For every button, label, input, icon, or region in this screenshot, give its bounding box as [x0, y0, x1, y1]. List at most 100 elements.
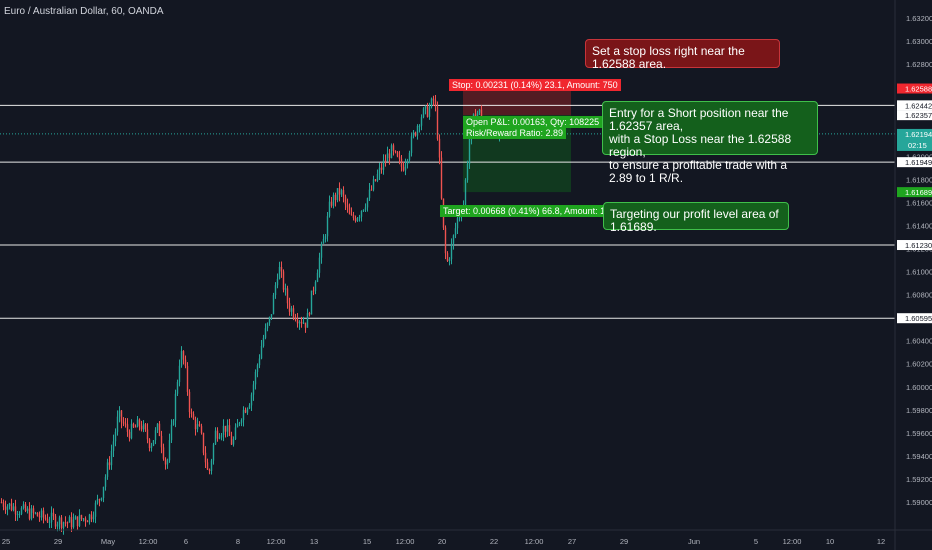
candle-body [406, 160, 409, 165]
candle-body [36, 512, 39, 517]
candle-body [110, 450, 113, 466]
y-tick-label: 1.61600 [906, 198, 932, 207]
candle-body [258, 358, 261, 366]
candle-body [330, 201, 333, 206]
candle-body [240, 419, 243, 423]
y-tick-label: 1.59600 [906, 429, 932, 438]
candle-body [146, 429, 149, 440]
candle-body [160, 435, 163, 448]
candle-body [100, 497, 103, 501]
candle-body [42, 510, 45, 518]
candle-body [364, 207, 367, 210]
candle-body [444, 227, 447, 254]
candle-body [22, 504, 25, 509]
candle-body [2, 502, 5, 507]
candle-body [10, 503, 13, 511]
candle-body [18, 513, 21, 515]
y-tick-label: 1.60800 [906, 291, 932, 300]
candle-body [408, 152, 411, 161]
candle-body [358, 216, 361, 219]
candle-body [334, 194, 337, 201]
candle-body [248, 405, 251, 409]
x-tick-label: May [101, 537, 115, 546]
candle-body [254, 371, 257, 385]
candle-body [136, 419, 139, 428]
candle-body [48, 522, 51, 524]
candle-body [312, 290, 315, 292]
candle-body [40, 510, 43, 518]
candle-body [448, 259, 451, 261]
candle-body [400, 158, 403, 167]
candle-body [194, 419, 197, 430]
candle-body [266, 323, 269, 329]
candle-body [220, 435, 223, 438]
candle-body [252, 384, 255, 395]
level-price-tag [897, 157, 932, 168]
candle-body [60, 517, 63, 528]
candle-body [346, 204, 349, 208]
candle-body [134, 426, 137, 428]
candle-body [172, 420, 175, 425]
x-tick-label: 27 [568, 537, 576, 546]
candles [0, 94, 501, 535]
candle-body [130, 423, 133, 439]
candle-body [208, 469, 211, 471]
candle-body [228, 425, 231, 437]
candle-body [170, 424, 173, 441]
candle-body [454, 228, 457, 236]
candle-body [222, 425, 225, 436]
candle-body [464, 179, 467, 207]
candle-body [72, 519, 75, 528]
x-tick-label: 12:00 [783, 537, 802, 546]
candle-body [336, 188, 339, 201]
candle-body [206, 462, 209, 470]
candle-body [456, 217, 459, 229]
candle-body [178, 365, 181, 383]
candle-body [138, 419, 141, 426]
price-label-entry: 1.62357 [905, 111, 932, 120]
candle-body [414, 132, 417, 136]
candle-body [128, 431, 131, 439]
candle-body [362, 209, 365, 211]
candle-body [202, 432, 205, 453]
candle-body [280, 267, 283, 272]
candle-body [6, 506, 9, 510]
y-tick-label: 1.59400 [906, 452, 932, 461]
candle-body [180, 351, 183, 366]
candle-body [340, 190, 343, 195]
price-label-current: 1.62194 [905, 130, 932, 139]
entry-note: Entry for a Short position near the 1.62… [602, 101, 818, 185]
level-price-label: 1.60595 [905, 314, 932, 323]
candle-body [76, 516, 79, 527]
candle-body [234, 427, 237, 439]
candle-body [388, 153, 391, 159]
candle-body [386, 153, 389, 162]
chart-title: Euro / Australian Dollar, 60, OANDA [4, 6, 164, 17]
candle-body [276, 278, 279, 286]
candle-body [114, 431, 117, 442]
candle-body [186, 365, 189, 392]
candle-body [148, 439, 151, 449]
x-tick-label: 6 [184, 537, 188, 546]
candle-body [122, 421, 125, 424]
price-tag-current [897, 128, 932, 151]
candle-body [412, 132, 415, 137]
candle-body [352, 214, 355, 218]
candle-body [466, 163, 469, 180]
candle-body [270, 314, 273, 317]
candle-body [426, 105, 429, 117]
candle-body [300, 321, 303, 324]
candle-body [304, 322, 307, 328]
candle-body [384, 160, 387, 162]
level-price-tag [897, 313, 932, 324]
candle-body [174, 393, 177, 421]
candle-body [356, 218, 359, 221]
entry-note-line-2: with a Stop Loss near the 1.62588 region… [609, 132, 792, 159]
candle-body [4, 506, 7, 510]
candle-body [218, 437, 221, 439]
candle-body [298, 321, 301, 324]
candle-body [344, 196, 347, 205]
candle-body [328, 201, 331, 217]
